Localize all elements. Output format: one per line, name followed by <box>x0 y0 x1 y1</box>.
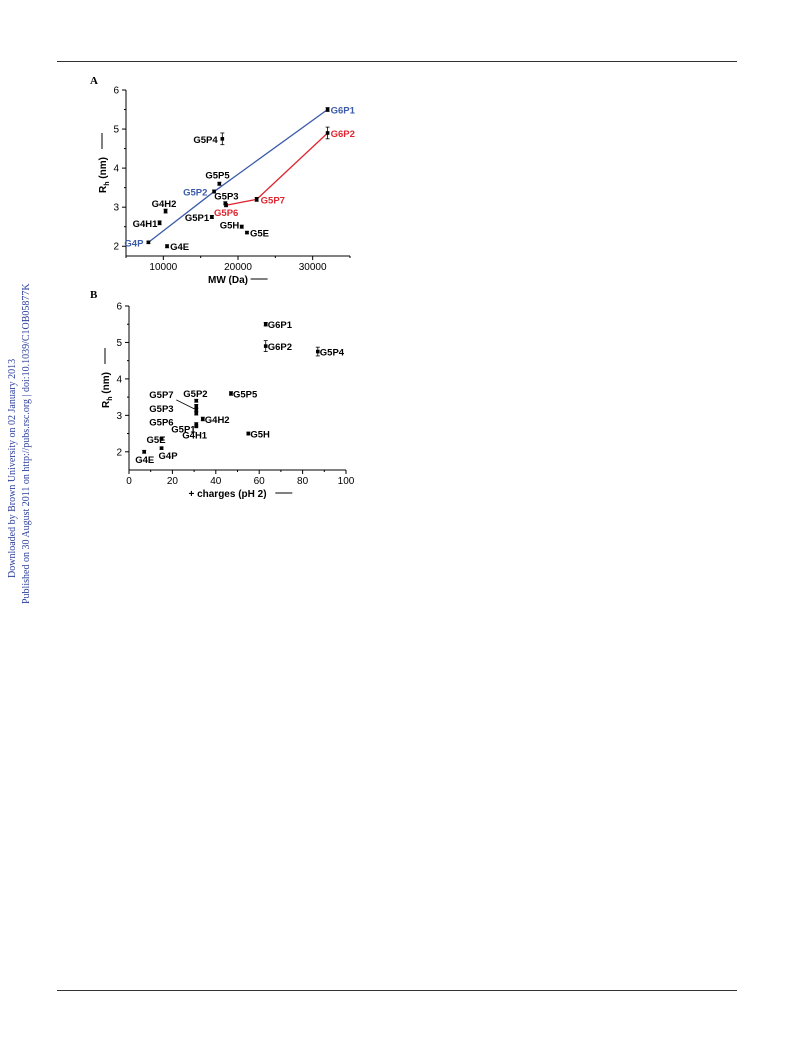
point-g5p3 <box>194 408 199 412</box>
point-label-g4p: G4P <box>159 451 179 462</box>
x-tick-label: 40 <box>210 476 222 487</box>
x-tick-label: 80 <box>297 476 309 487</box>
x-tick-label: 60 <box>254 476 266 487</box>
point-label-g4h2: G4H2 <box>152 199 177 210</box>
point-g5p1 <box>210 215 214 219</box>
point-label-g4e: G4E <box>170 242 189 253</box>
point-label-g6p1: G6P1 <box>331 106 356 117</box>
panel-b-label: B <box>90 289 98 301</box>
point-label-g5e: G5E <box>147 435 166 446</box>
y-tick-label: 3 <box>116 411 122 422</box>
point-g5p6 <box>224 203 228 208</box>
x-tick-label: 100 <box>338 476 355 487</box>
point-g4p <box>146 240 151 245</box>
y-tick-label: 3 <box>113 203 119 214</box>
point-label-g5p3: G5P3 <box>149 404 173 415</box>
y-axis-title-main: R <box>98 185 109 193</box>
point-label-g5p5: G5P5 <box>205 171 230 182</box>
x-axis-title: MW (Da) <box>208 275 248 286</box>
x-tick-label: 10000 <box>149 262 177 273</box>
y-tick-label: 4 <box>113 164 119 175</box>
point-g5p2 <box>194 398 199 403</box>
y-tick-label: 6 <box>116 302 122 313</box>
download-notice-line1: Downloaded by Brown University on 02 Jan… <box>7 358 18 578</box>
point-label-g5p5: G5P5 <box>233 389 258 400</box>
point-g4h1 <box>157 221 162 225</box>
point-label-g5p2: G5P2 <box>183 389 207 400</box>
point-label-g5p7: G5P7 <box>261 195 285 206</box>
point-g4e <box>142 449 146 454</box>
point-label-g4h2: G4H2 <box>205 415 230 426</box>
point-label-g4p: G4P <box>124 238 144 249</box>
y-axis-title-main: R <box>101 400 112 408</box>
y-axis-title-unit: (nm) <box>101 372 112 396</box>
x-tick-label: 20 <box>167 476 179 487</box>
point-g4p <box>159 446 164 450</box>
point-label-g5p3: G5P3 <box>214 191 238 202</box>
panel-a-label: A <box>90 75 98 87</box>
point-label-g5p6: G5P6 <box>214 208 238 219</box>
point-g5p1 <box>194 424 199 429</box>
point-label-g6p1: G6P1 <box>268 320 293 331</box>
x-tick-label: 0 <box>126 476 132 487</box>
point-g5h <box>239 224 244 229</box>
y-axis-title-sub: h <box>107 396 114 400</box>
point-g5p7 <box>254 197 259 202</box>
y-axis-title-sub: h <box>104 181 111 185</box>
point-label-g5p2: G5P2 <box>183 188 207 199</box>
y-axis-title-unit: (nm) <box>98 157 109 181</box>
point-g5p6 <box>194 411 199 416</box>
y-tick-label: 6 <box>113 86 119 97</box>
x-tick-label: 20000 <box>224 262 252 273</box>
y-tick-label: 5 <box>116 338 122 349</box>
point-label-g5h: G5H <box>220 221 240 232</box>
point-g5p4 <box>315 349 320 354</box>
point-label-g5p1: G5P1 <box>185 213 210 224</box>
y-axis-title: Rh (nm) <box>101 372 114 408</box>
y-axis-title-group: Rh (nm) <box>98 133 111 193</box>
header-rule <box>57 61 737 62</box>
point-g5p7 <box>194 404 199 409</box>
point-g5p5 <box>229 391 233 396</box>
label-leader-line <box>176 399 195 410</box>
point-label-g5p7: G5P7 <box>149 390 173 401</box>
point-label-g5e: G5E <box>250 229 269 240</box>
point-g5e <box>159 437 164 441</box>
point-label-g4e: G4E <box>135 455 154 466</box>
y-tick-label: 5 <box>113 125 119 136</box>
y-tick-label: 4 <box>116 374 122 385</box>
x-tick-label: 30000 <box>299 262 327 273</box>
point-label-g4h1: G4H1 <box>182 430 208 441</box>
y-axis-title: Rh (nm) <box>98 157 111 193</box>
point-label-g5h: G5H <box>250 430 270 441</box>
point-label-g6p2: G6P2 <box>268 342 292 353</box>
point-label-g5p4: G5P4 <box>193 135 218 146</box>
point-label-g5p1: G5P1 <box>171 424 196 435</box>
point-g5p4 <box>220 137 225 141</box>
point-g6p2 <box>263 344 268 348</box>
point-label-g6p2: G6P2 <box>331 129 355 140</box>
point-g6p2 <box>325 131 330 135</box>
point-g4h2 <box>200 417 205 421</box>
point-g6p1 <box>325 107 330 112</box>
x-axis-title: + charges (pH 2) <box>188 489 266 500</box>
point-g6p1 <box>263 322 268 327</box>
y-tick-label: 2 <box>113 242 119 253</box>
point-g4e <box>165 244 169 249</box>
point-label-g5p6: G5P6 <box>149 418 173 429</box>
footer-rule <box>57 990 737 991</box>
chart-a: 2 3 4 5 6 10000 20000 30000 MW (Da) Rh (nm) G4P G4E… <box>98 86 356 287</box>
point-label-g5p4: G5P4 <box>320 348 345 359</box>
point-g5e <box>245 230 249 235</box>
y-tick-label: 2 <box>116 447 122 458</box>
point-g5h <box>246 431 251 436</box>
y-axis-title-group: Rh (nm) <box>101 348 114 408</box>
download-notice: Downloaded by Brown University on 02 Jan… <box>3 283 39 964</box>
download-notice-line2: Published on 30 August 2011 on http://pu… <box>21 283 32 604</box>
point-label-g4h1: G4H1 <box>133 219 159 230</box>
point-g5p5 <box>217 181 222 186</box>
point-g5p2 <box>212 189 216 194</box>
point-g4h2 <box>163 209 168 213</box>
